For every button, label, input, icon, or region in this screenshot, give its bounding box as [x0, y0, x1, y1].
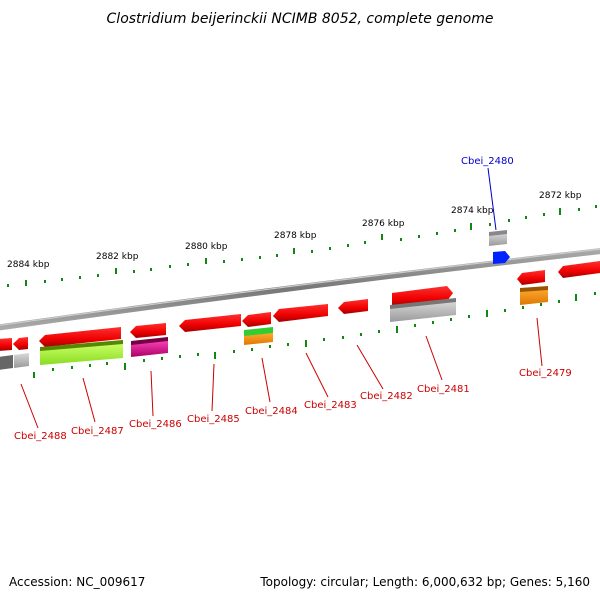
- feature-cbei-2479-orange[interactable]: [520, 286, 548, 305]
- feature-cbei-2484-green[interactable]: [244, 327, 273, 345]
- inner-scale-ticks: [33, 292, 596, 378]
- gene-label-cbei-2485[interactable]: Cbei_2485: [187, 414, 240, 425]
- feature-cbei-2480-grey[interactable]: [489, 230, 507, 246]
- feature-cbei-2487-lime[interactable]: [40, 340, 123, 365]
- scale-label-2874: 2874 kbp: [451, 206, 494, 216]
- gene-label-cbei-2488[interactable]: Cbei_2488: [14, 431, 67, 442]
- gene-arrow-cbei-2486[interactable]: [130, 323, 166, 338]
- gene-label-cbei-2484[interactable]: Cbei_2484: [245, 406, 298, 417]
- gene-arrow-cbei-2479[interactable]: [517, 270, 545, 285]
- feature-cbei-2481-grey[interactable]: [390, 298, 456, 322]
- feature-cbei-2480-blue[interactable]: [493, 251, 510, 264]
- topology-text: Topology: circular; Length: 6,000,632 bp…: [259, 575, 590, 589]
- genome-backbone: [0, 248, 600, 331]
- outer-scale-ticks: [7, 205, 597, 287]
- scale-label-2882: 2882 kbp: [96, 252, 139, 262]
- gene-label-cbei-2487[interactable]: Cbei_2487: [71, 426, 124, 437]
- scale-label-2884: 2884 kbp: [7, 260, 50, 270]
- feature-cbei-2486-magenta[interactable]: [131, 337, 168, 357]
- gene-label-cbei-2479[interactable]: Cbei_2479: [519, 368, 572, 379]
- scale-label-2872: 2872 kbp: [539, 191, 582, 201]
- gene-arrow-cbei-2483[interactable]: [273, 304, 328, 322]
- gene-arrow-cbei-2488[interactable]: [0, 337, 28, 351]
- gene-arrow-cbei-2485[interactable]: [179, 314, 241, 332]
- scale-label-2880: 2880 kbp: [185, 242, 228, 252]
- gene-arrow-right-edge[interactable]: [558, 261, 600, 278]
- scale-label-2878: 2878 kbp: [274, 231, 317, 241]
- feature-cbei-2488-grey[interactable]: [0, 353, 29, 370]
- gene-label-cbei-2486[interactable]: Cbei_2486: [129, 419, 182, 430]
- gene-label-cbei-2480[interactable]: Cbei_2480: [461, 156, 514, 167]
- gene-arrow-cbei-2484[interactable]: [242, 312, 271, 327]
- gene-label-cbei-2481[interactable]: Cbei_2481: [417, 384, 470, 395]
- gene-arrow-cbei-2482[interactable]: [338, 299, 368, 314]
- gene-arrow-cbei-2487[interactable]: [39, 327, 121, 347]
- map-title: Clostridium beijerinckii NCIMB 8052, com…: [107, 11, 494, 27]
- label-leader-lines: [20, 167, 543, 429]
- gene-label-cbei-2483[interactable]: Cbei_2483: [304, 400, 357, 411]
- gene-label-cbei-2482[interactable]: Cbei_2482: [360, 391, 413, 402]
- scale-label-2876: 2876 kbp: [362, 219, 405, 229]
- accession-text: Accession: NC_009617: [9, 575, 145, 589]
